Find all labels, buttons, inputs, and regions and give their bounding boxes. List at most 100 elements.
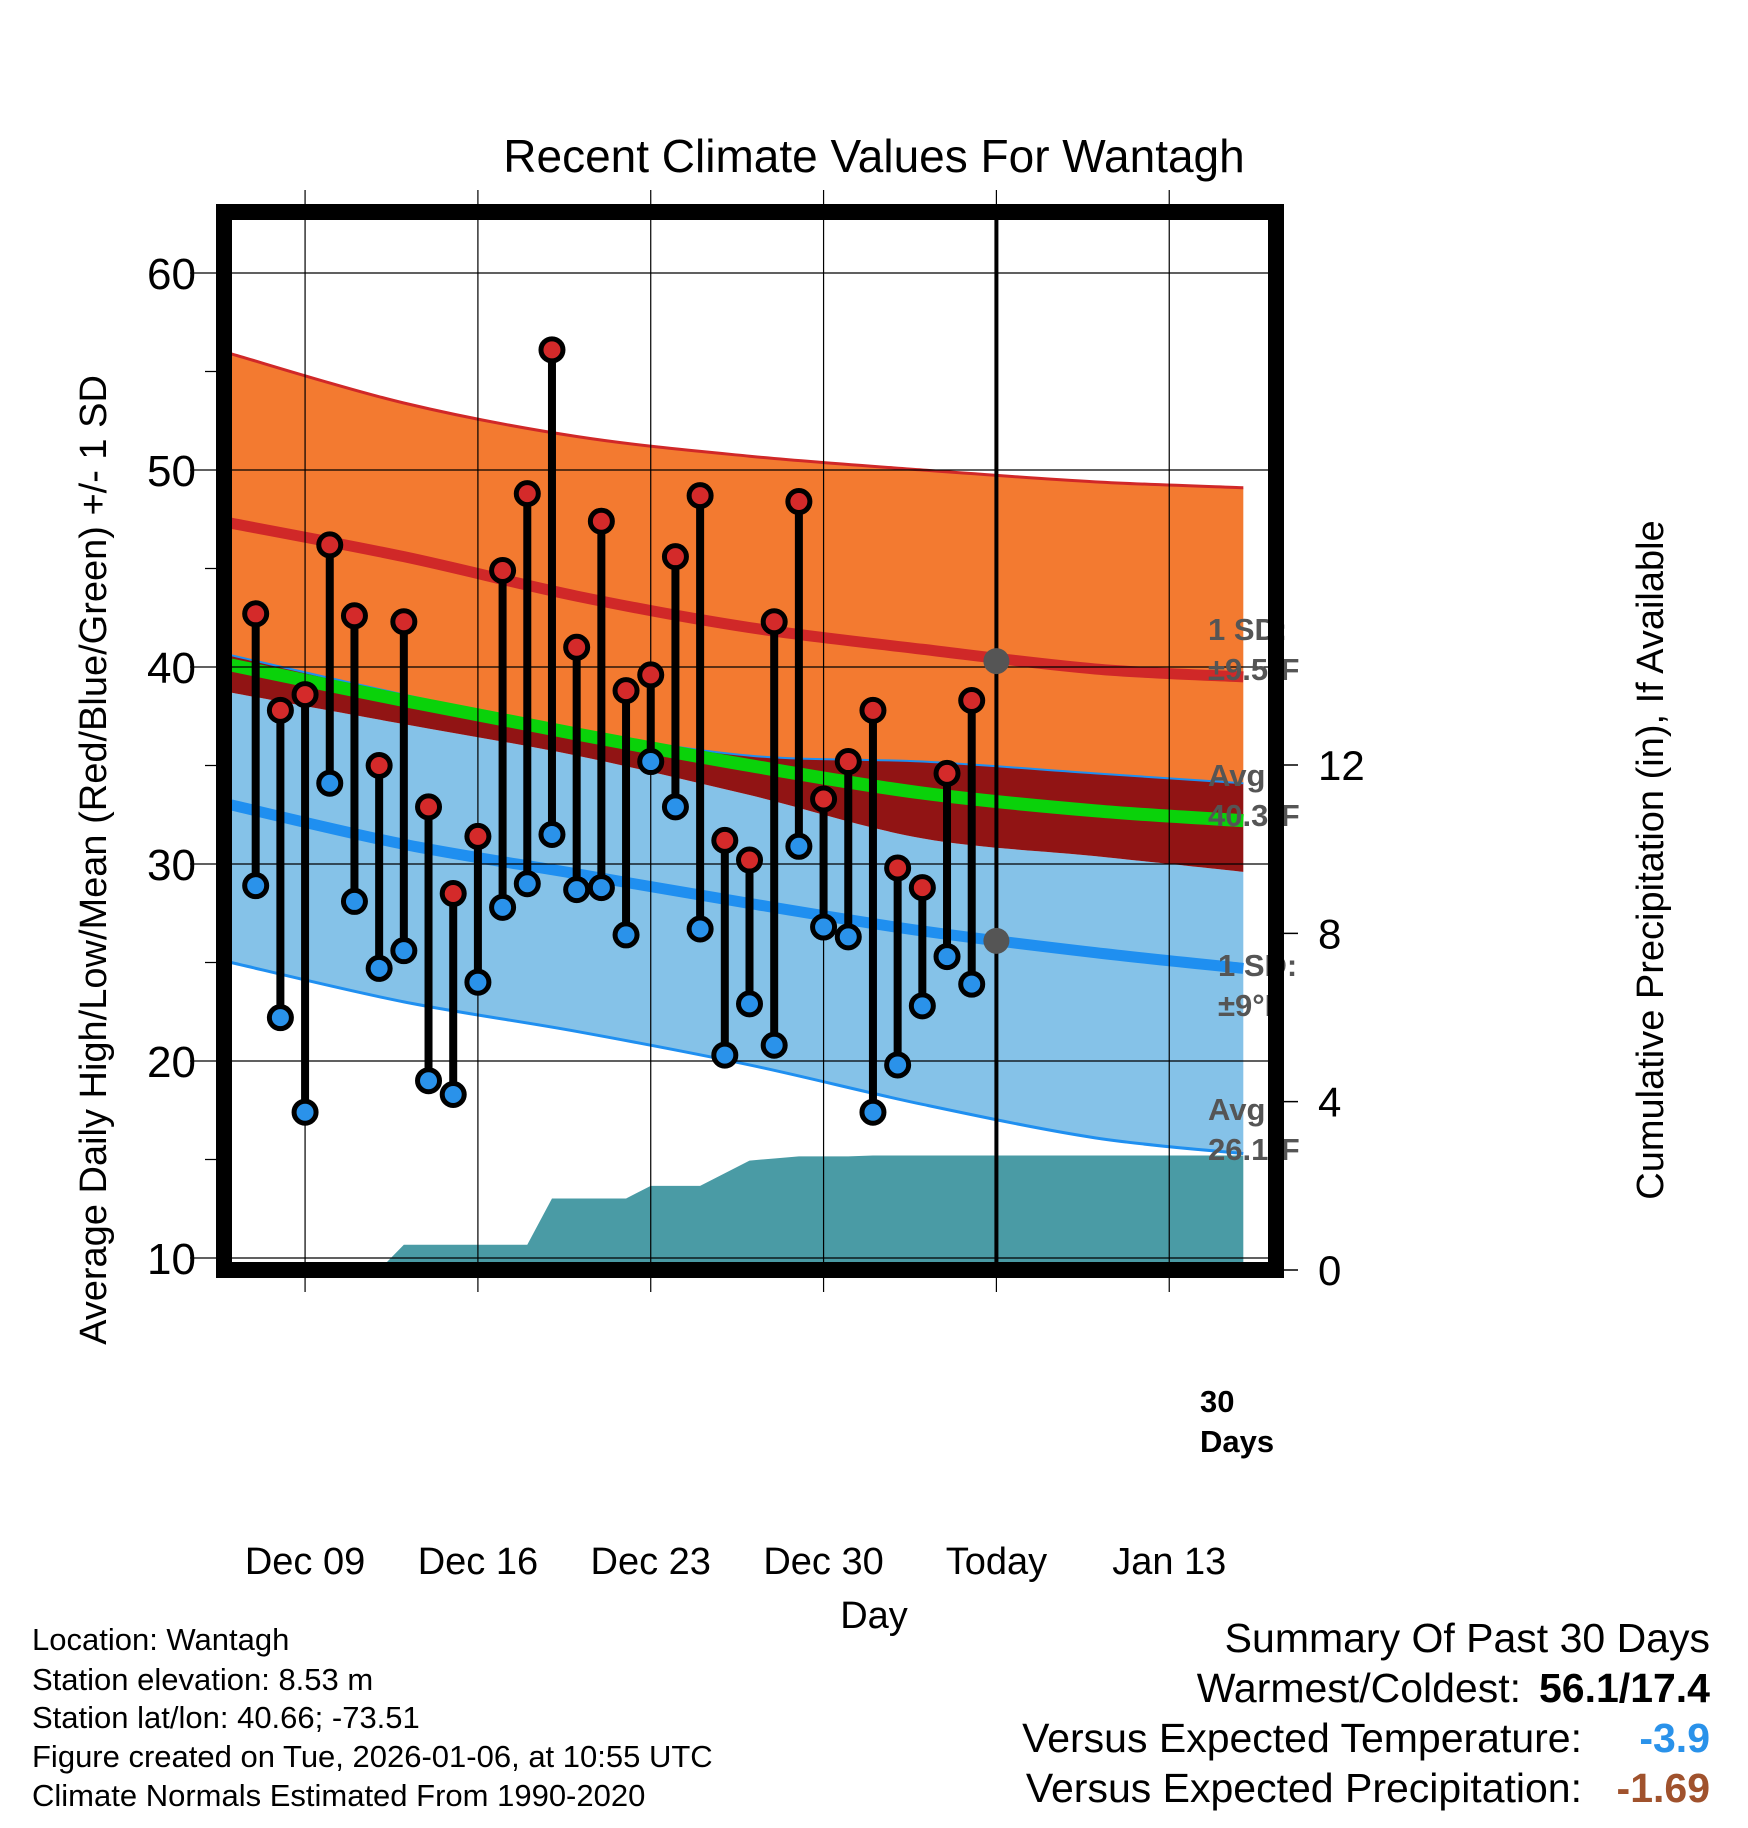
low-marker <box>933 943 961 971</box>
high-marker <box>785 488 813 516</box>
high-marker <box>365 752 393 779</box>
x-axis-label: Day <box>840 1595 908 1637</box>
low-marker <box>340 887 368 915</box>
high-marker <box>810 785 838 813</box>
low-marker <box>464 968 492 996</box>
precip-area <box>231 1155 1244 1270</box>
low-marker <box>711 1041 739 1069</box>
high-marker <box>884 854 912 882</box>
info-location: Location: Wantagh <box>32 1622 290 1657</box>
precip-window-annotation: 30 Days <box>1200 1384 1274 1459</box>
low-marker <box>513 870 541 898</box>
high-marker <box>291 681 319 709</box>
x-tick-label: Dec 16 <box>418 1541 538 1583</box>
high-marker <box>439 880 467 908</box>
summary-precip-value: -1.69 <box>1616 1765 1710 1811</box>
summary-temp: Versus Expected Temperature: -3.9 <box>1022 1718 1710 1759</box>
high-marker <box>340 602 368 630</box>
high-sd-band <box>231 353 1244 784</box>
high-marker <box>587 507 615 535</box>
plot-frame <box>216 204 1284 1278</box>
y-tick-label: 40 <box>147 644 196 693</box>
summary-precip-label: Versus Expected Precipitation: <box>1025 1765 1582 1811</box>
info-latlon: Station lat/lon: 40.66; -73.51 <box>32 1700 420 1735</box>
y-tick-label: 60 <box>147 250 196 299</box>
high-marker <box>859 696 887 724</box>
low-sd-band <box>231 692 1244 1154</box>
info-normals: Climate Normals Estimated From 1990-2020 <box>32 1778 646 1813</box>
high-marker <box>390 608 418 636</box>
summary-warm-cold-value: 56.1/17.4 <box>1539 1665 1710 1711</box>
low-marker <box>365 954 393 982</box>
summary-title: Summary Of Past 30 Days <box>1224 1615 1710 1661</box>
today-high-avg-marker <box>983 648 1010 675</box>
low-marker <box>810 913 838 941</box>
high-marker <box>513 480 541 508</box>
x-tick-label: Dec 30 <box>763 1541 883 1583</box>
low-marker <box>489 893 517 921</box>
high-marker <box>711 826 739 854</box>
summary-temp-label: Versus Expected Temperature: <box>1022 1715 1582 1761</box>
low-marker <box>587 874 615 902</box>
low-marker <box>661 793 689 821</box>
low-marker <box>563 876 591 904</box>
high-marker <box>489 556 517 584</box>
high-marker <box>266 696 294 724</box>
info-elevation: Station elevation: 8.53 m <box>32 1662 374 1697</box>
high-marker <box>637 661 665 689</box>
summary-temp-value: -3.9 <box>1639 1715 1710 1761</box>
low-marker <box>612 921 640 949</box>
summary-warm-cold-label: Warmest/Coldest: <box>1196 1665 1521 1711</box>
high-marker <box>661 543 689 571</box>
high-avg-annotation: Avg: 40.3°F <box>1208 758 1300 833</box>
high-marker <box>316 531 344 559</box>
high-marker <box>908 874 936 902</box>
info-created: Figure created on Tue, 2026-01-06, at 10… <box>32 1739 713 1774</box>
high-marker <box>760 608 788 636</box>
low-marker <box>884 1051 912 1079</box>
today-low-avg-marker <box>983 927 1010 954</box>
low-marker <box>958 970 986 998</box>
y-right-tick-label: 4 <box>1318 1079 1341 1126</box>
x-tick-label: Dec 09 <box>245 1541 365 1583</box>
low-marker <box>760 1031 788 1059</box>
y-tick-label: 50 <box>147 447 196 496</box>
high-marker <box>563 633 591 661</box>
low-marker <box>908 992 936 1020</box>
high-sd-upper-line <box>230 352 1244 490</box>
y-right-tick-label: 8 <box>1318 910 1341 957</box>
high-marker <box>464 822 492 850</box>
low-marker <box>834 923 862 951</box>
low-avg-annotation: Avg: 26.1°F <box>1208 1092 1300 1167</box>
high-marker <box>686 482 714 510</box>
high-marker <box>612 677 640 705</box>
y-right-tick-label: 0 <box>1318 1247 1341 1294</box>
y-axis-label-left: Average Daily High/Low/Mean (Red/Blue/Gr… <box>73 375 115 1345</box>
low-marker <box>686 915 714 943</box>
high-marker <box>933 759 961 787</box>
high-marker <box>415 793 443 821</box>
summary-warm-cold: Warmest/Coldest: 56.1/17.4 <box>1197 1668 1710 1709</box>
x-tick-label: Jan 13 <box>1112 1541 1226 1583</box>
low-marker <box>785 832 813 860</box>
low-marker <box>242 872 270 900</box>
y-axis-label-right: Cumulative Precipitation (in), If Availa… <box>1630 520 1672 1199</box>
low-marker <box>316 769 344 797</box>
low-marker <box>439 1080 467 1108</box>
low-marker <box>415 1067 443 1095</box>
y-tick-label: 20 <box>147 1038 196 1087</box>
y-right-tick-label: 12 <box>1318 742 1365 789</box>
high-marker <box>736 846 763 874</box>
low-marker <box>266 1004 294 1032</box>
x-tick-label: Today <box>946 1541 1047 1583</box>
low-marker <box>390 937 418 965</box>
y-tick-label: 30 <box>147 841 196 890</box>
low-marker <box>637 748 665 776</box>
high-marker <box>242 600 270 628</box>
high-marker <box>958 686 986 714</box>
low-marker <box>859 1098 887 1126</box>
low-marker <box>291 1098 319 1126</box>
high-avg-line <box>229 517 1244 683</box>
